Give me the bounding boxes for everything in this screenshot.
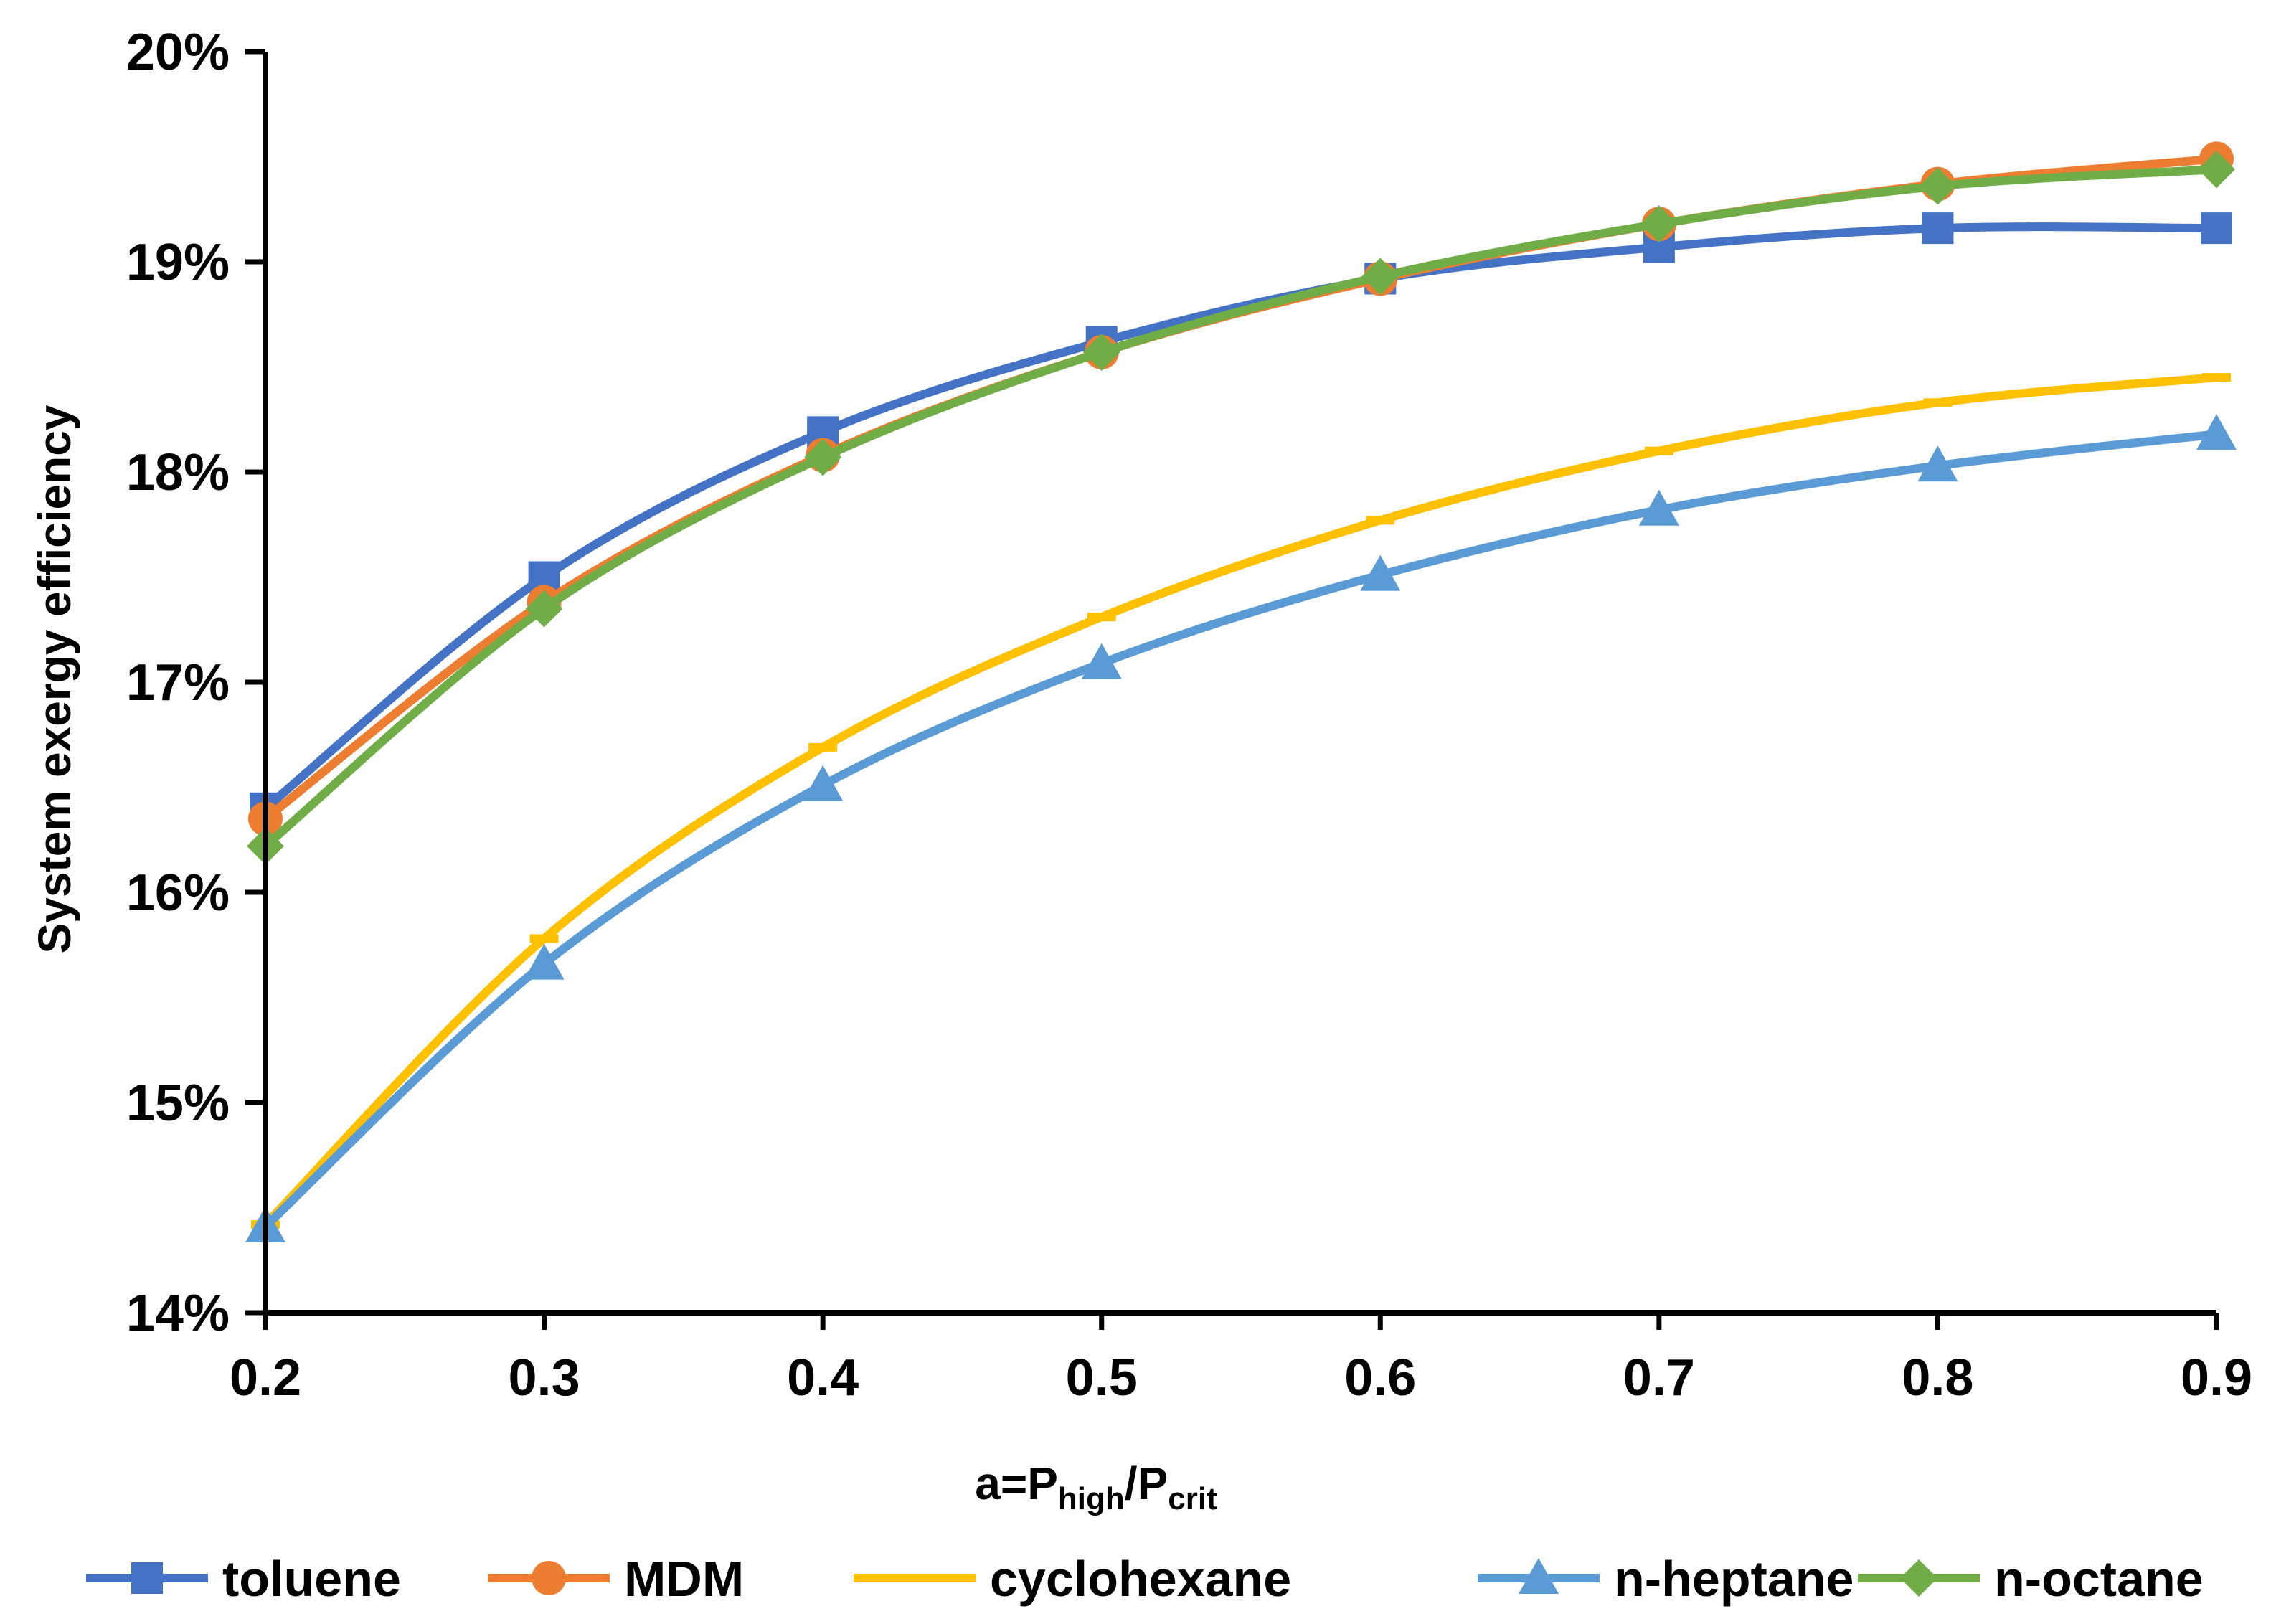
y-tick-label: 16% — [126, 864, 230, 922]
legend-marker-n-octane — [1900, 1559, 1937, 1597]
data-point-toluene — [2201, 212, 2232, 245]
series-layer — [245, 141, 2237, 1242]
legend-item-n-octane: n-octane — [1858, 1551, 2204, 1607]
series-n-octane — [247, 151, 2235, 865]
data-point-n-octane — [1082, 333, 1120, 371]
series-line-n-octane — [261, 165, 2221, 851]
legend-marker-n-heptane — [1519, 1558, 1559, 1594]
x-tick-label: 0.5 — [1066, 1349, 1138, 1407]
data-point-n-heptane — [1081, 643, 1122, 679]
legend-item-mdm: MDM — [488, 1551, 744, 1607]
data-point-n-octane — [1361, 258, 1399, 296]
data-point-n-octane — [1919, 167, 1957, 205]
x-tick-label: 0.6 — [1344, 1349, 1416, 1407]
data-point-n-heptane — [1638, 489, 1679, 526]
y-tick-label: 20% — [126, 24, 230, 81]
legend-item-toluene: toluene — [86, 1551, 401, 1607]
data-point-cyclohexane — [1644, 446, 1673, 455]
data-point-cyclohexane — [1087, 613, 1116, 622]
legend-marker-cyclohexane — [900, 1574, 929, 1582]
data-point-n-heptane — [803, 765, 844, 801]
data-point-cyclohexane — [2202, 373, 2231, 382]
x-axis-title: a=Phigh/Pcrit — [975, 1458, 1217, 1516]
x-tick-label: 0.2 — [230, 1349, 301, 1407]
series-toluene — [250, 212, 2232, 824]
x-tick-label: 0.9 — [2181, 1349, 2252, 1407]
y-tick-label: 14% — [126, 1285, 230, 1342]
data-point-toluene — [1922, 212, 1954, 245]
data-point-cyclohexane — [1923, 398, 1953, 407]
data-point-n-octane — [1640, 205, 1678, 243]
x-tick-label: 0.7 — [1623, 1349, 1695, 1407]
y-tick-label: 17% — [126, 654, 230, 712]
y-tick-label: 15% — [126, 1075, 230, 1132]
x-tick-label: 0.4 — [787, 1349, 859, 1407]
series-line-mdm — [261, 154, 2221, 823]
x-axis-title-sub-high: high — [1058, 1481, 1125, 1516]
legend-item-cyclohexane: cyclohexane — [854, 1551, 1291, 1607]
series-line-cyclohexane — [261, 373, 2221, 1229]
data-point-cyclohexane — [1366, 516, 1395, 525]
series-line-n-heptane — [261, 430, 2221, 1231]
x-axis-title-slash: /P — [1125, 1458, 1168, 1509]
legend-marker-toluene — [131, 1562, 163, 1594]
data-point-n-octane — [804, 438, 842, 476]
data-point-cyclohexane — [529, 934, 559, 943]
legend-label-cyclohexane: cyclohexane — [990, 1551, 1291, 1607]
data-point-n-heptane — [1917, 445, 1958, 482]
legend: toluene MDM cyclohexane n-heptane n-octane — [86, 1551, 2204, 1607]
series-cyclohexane — [251, 373, 2231, 1229]
legend-label-mdm: MDM — [624, 1551, 744, 1607]
legend-label-n-heptane: n-heptane — [1614, 1551, 1854, 1607]
legend-label-n-octane: n-octane — [1994, 1551, 2204, 1607]
legend-item-n-heptane: n-heptane — [1478, 1551, 1854, 1607]
x-tick-label: 0.8 — [1902, 1349, 1973, 1407]
x-axis-title-main: a=P — [975, 1458, 1058, 1509]
x-tick-label: 0.3 — [509, 1349, 580, 1407]
data-point-cyclohexane — [808, 742, 838, 752]
y-tick-label: 19% — [126, 234, 230, 291]
tick-labels: 14% 15% 16% 17% 18% 19% 20% 0.2 0.3 0.4 0.5 0.6 0.7 0… — [126, 24, 2252, 1407]
data-point-n-octane — [2198, 151, 2235, 189]
y-tick-label: 18% — [126, 444, 230, 501]
x-axis-title-sub-crit: crit — [1168, 1481, 1217, 1516]
series-mdm — [248, 141, 2234, 836]
data-point-n-heptane — [524, 943, 565, 980]
data-point-n-heptane — [1360, 554, 1401, 591]
series-n-heptane — [245, 414, 2237, 1242]
data-point-n-octane — [525, 590, 563, 628]
legend-label-toluene: toluene — [222, 1551, 401, 1607]
legend-marker-mdm — [532, 1561, 566, 1595]
y-axis-title: System exergy efficiency — [29, 405, 80, 953]
axes — [245, 49, 2219, 1330]
data-point-n-heptane — [2196, 414, 2237, 450]
